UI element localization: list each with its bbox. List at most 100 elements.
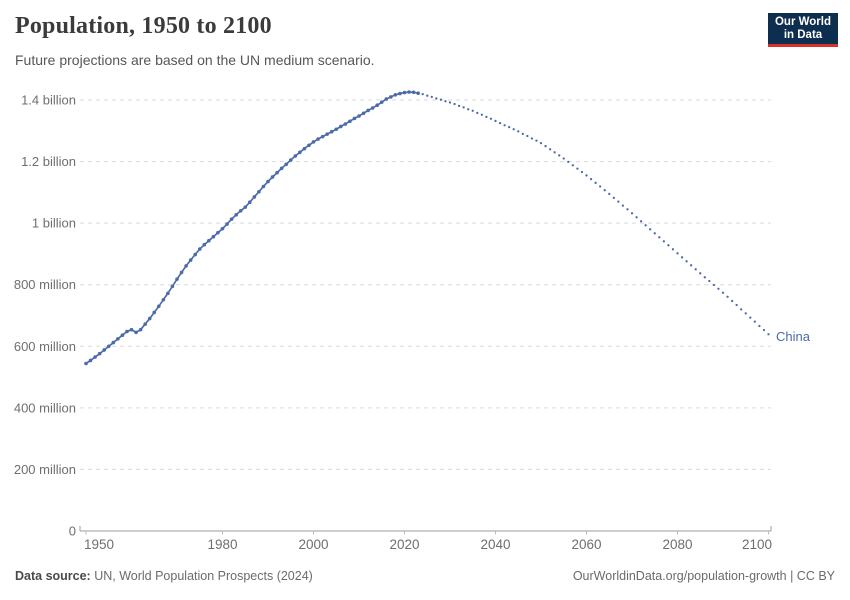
- projection-dot: [476, 111, 479, 115]
- projection-dot: [571, 164, 574, 167]
- historical-point: [357, 114, 361, 118]
- historical-line: [85, 91, 419, 365]
- projection-dot: [735, 303, 738, 307]
- projection-dot: [712, 283, 716, 287]
- projection-dot: [503, 124, 506, 127]
- projection-dot: [767, 333, 770, 336]
- historical-point: [352, 116, 357, 121]
- historical-point: [179, 270, 184, 275]
- projection-dot: [444, 100, 447, 103]
- chart-subtitle: Future projections are based on the UN m…: [15, 52, 375, 68]
- historical-point: [284, 162, 289, 167]
- historical-point: [138, 327, 143, 332]
- owid-logo-line1: Our World: [774, 15, 831, 28]
- data-source-label: Data source:: [15, 569, 91, 583]
- projection-dot: [744, 312, 747, 315]
- historical-point: [320, 134, 325, 139]
- projection-dot: [430, 95, 433, 99]
- historical-point: [339, 124, 343, 129]
- projection-dot: [517, 130, 520, 133]
- projection-dot: [658, 236, 661, 239]
- owid-logo[interactable]: Our World in Data: [768, 13, 838, 47]
- historical-point: [407, 90, 411, 94]
- projection-dot: [690, 264, 693, 267]
- historical-point: [393, 92, 398, 97]
- historical-point: [197, 247, 202, 251]
- projection-dot: [730, 299, 734, 303]
- historical-point: [275, 170, 279, 175]
- projection-dot: [644, 224, 647, 227]
- projection-dot: [508, 125, 511, 129]
- historical-point: [211, 234, 216, 239]
- historical-point: [398, 91, 402, 96]
- projection-dot: [726, 295, 729, 298]
- historical-point: [216, 230, 220, 235]
- historical-point: [238, 209, 243, 213]
- projection-dot: [485, 115, 488, 119]
- historical-point: [166, 291, 170, 296]
- historical-point: [279, 166, 284, 171]
- y-tick-label: 1.2 billion: [21, 154, 76, 169]
- projection-dot: [608, 192, 611, 196]
- projection-dot: [680, 256, 684, 259]
- projection-dot: [544, 145, 547, 148]
- x-tick-label: 2020: [389, 537, 419, 552]
- projection-dot: [448, 101, 452, 104]
- projection-dot: [694, 268, 697, 271]
- projection-dot: [539, 141, 543, 145]
- projection-dot: [621, 204, 625, 207]
- historical-point: [261, 184, 266, 189]
- projection-dot: [457, 104, 461, 107]
- historical-point: [175, 277, 179, 281]
- historical-point: [288, 158, 293, 162]
- historical-point: [152, 310, 157, 315]
- historical-point: [220, 226, 225, 231]
- historical-point: [348, 119, 352, 124]
- projection-dot: [494, 119, 497, 123]
- historical-point: [266, 179, 270, 184]
- historical-point: [298, 150, 302, 155]
- projection-dot: [467, 108, 470, 111]
- historical-point: [248, 200, 252, 205]
- projection-dot: [526, 134, 529, 138]
- projection-dot: [671, 248, 675, 251]
- x-tick-label: 2100: [742, 537, 772, 552]
- historical-point: [102, 348, 106, 352]
- x-tick-label: 2060: [571, 537, 601, 552]
- projection-dot: [758, 324, 761, 328]
- projection-dot: [489, 117, 493, 120]
- historical-point: [116, 337, 120, 341]
- owid-logo-line2: in Data: [783, 28, 823, 41]
- projection-dot: [580, 170, 584, 174]
- historical-point: [157, 304, 161, 309]
- projection-dot: [567, 160, 570, 164]
- historical-point: [229, 217, 234, 221]
- historical-point: [343, 122, 348, 126]
- historical-point: [311, 140, 316, 144]
- historical-point: [252, 195, 257, 199]
- y-tick-label: 0: [69, 524, 76, 539]
- projection-dot: [685, 260, 688, 263]
- projection-dot: [762, 328, 766, 332]
- projection-dot: [617, 200, 620, 203]
- projection-dot: [435, 97, 438, 100]
- projection-dot: [512, 128, 515, 131]
- credit-link[interactable]: OurWorldinData.org/population-growth | C…: [572, 569, 835, 583]
- projection-dot: [676, 252, 679, 255]
- projection-dot: [535, 139, 538, 142]
- y-tick-label: 400 million: [14, 400, 76, 415]
- historical-point: [225, 222, 229, 226]
- projection-dot: [426, 94, 429, 97]
- historical-point: [411, 90, 416, 95]
- historical-point: [234, 213, 238, 217]
- projection-dot: [630, 212, 634, 215]
- y-tick-label: 800 million: [14, 277, 76, 292]
- projection-dot: [585, 174, 588, 177]
- historical-point: [147, 316, 152, 321]
- historical-point: [193, 252, 197, 257]
- historical-point: [257, 189, 261, 194]
- projection-dot: [521, 132, 524, 136]
- historical-point: [307, 143, 311, 148]
- projection-dot: [553, 151, 556, 154]
